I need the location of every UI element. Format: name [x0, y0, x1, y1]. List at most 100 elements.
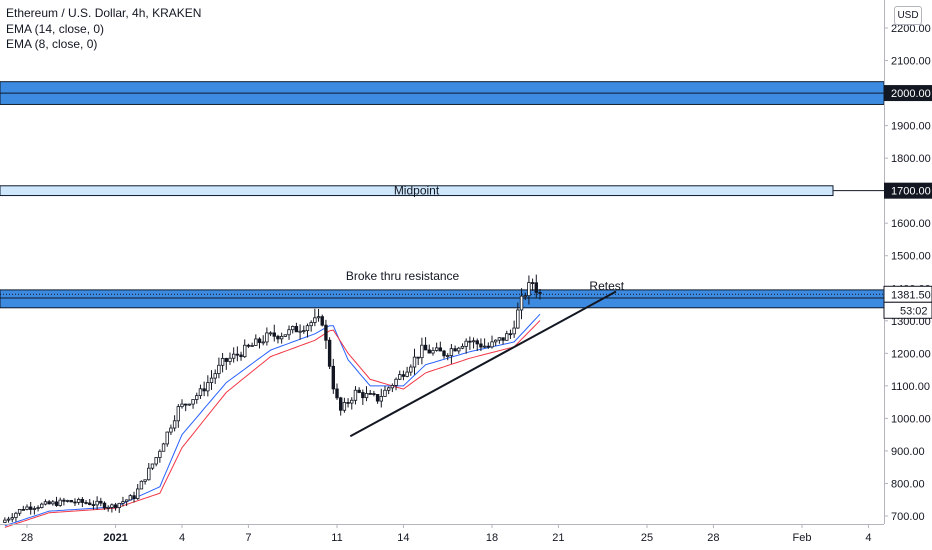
candle-body	[161, 443, 166, 452]
ema14-legend[interactable]: EMA (14, close, 0)	[6, 21, 105, 36]
candle-body	[320, 316, 324, 326]
candle-body	[246, 344, 251, 347]
candle-body	[99, 500, 103, 504]
candle-body	[95, 500, 99, 506]
candle-body	[198, 388, 203, 397]
candle-body	[58, 499, 62, 506]
candle-body	[84, 502, 88, 504]
candle-body	[335, 388, 339, 399]
candle-body	[32, 508, 37, 510]
midpoint-badge	[884, 182, 932, 199]
candle-body	[519, 295, 524, 311]
candle-body	[386, 387, 391, 391]
candle-body	[76, 499, 81, 503]
candle-body	[342, 402, 347, 411]
candle-body	[427, 349, 431, 354]
candle-body	[3, 519, 7, 523]
ema14-line	[4, 313, 541, 527]
candle-body	[21, 508, 26, 511]
candle-body	[43, 501, 48, 505]
candle-body	[508, 333, 513, 336]
x-tick-label: 25	[641, 532, 653, 544]
candle-body	[534, 282, 538, 293]
x-tick-label: 7	[245, 532, 251, 544]
candle-body	[353, 389, 358, 401]
candle-body	[231, 353, 236, 359]
annotation-layer: Broke thru resistance Retest	[346, 269, 625, 438]
candle-body	[501, 337, 505, 341]
symbol-title[interactable]: Ethereum / U.S. Dollar, 4h, KRAKEN	[6, 6, 202, 20]
ema8-legend[interactable]: EMA (8, close, 0)	[6, 37, 98, 51]
candle-body	[294, 326, 299, 333]
candle-body	[239, 354, 243, 358]
x-tick-label: 28	[21, 532, 33, 544]
candle-body	[538, 292, 542, 294]
y-tick-label: 800.00	[891, 478, 925, 490]
candle-body	[279, 335, 284, 340]
candle-body	[202, 388, 206, 392]
candle-body	[62, 499, 66, 502]
candle-body	[80, 499, 85, 503]
candle-body	[475, 340, 479, 345]
candle-body	[47, 501, 51, 505]
candle-layer	[3, 274, 542, 524]
candle-body	[88, 502, 92, 505]
chart-legend: Ethereum / U.S. Dollar, 4h, KRAKEN EMA (…	[6, 6, 201, 53]
candle-body	[224, 358, 228, 362]
y-tick-label: 1500.00	[891, 251, 931, 263]
midpoint-label: Midpoint	[394, 184, 440, 198]
candle-body	[250, 345, 254, 347]
candle-body	[257, 338, 262, 343]
candle-body	[416, 356, 420, 359]
x-tick-label: 4	[179, 532, 185, 544]
candle-body	[6, 518, 11, 521]
candle-body	[405, 371, 409, 377]
candle-body	[497, 337, 502, 341]
candle-body	[479, 343, 483, 348]
candle-body	[471, 340, 476, 343]
candle-body	[172, 420, 177, 429]
candle-body	[235, 353, 240, 356]
candle-body	[516, 309, 520, 329]
candle-body	[51, 501, 55, 505]
y-tick-label: 1200.00	[891, 348, 931, 360]
x-tick-label: 11	[331, 532, 342, 544]
resistance-2000-badge	[884, 85, 932, 102]
candle-body	[490, 341, 494, 348]
candle-body	[139, 480, 144, 490]
candle-body	[110, 504, 114, 508]
candle-body	[40, 503, 44, 508]
candle-body	[357, 389, 361, 393]
candle-body	[150, 463, 155, 469]
candle-body	[176, 406, 181, 422]
midpoint-badge-label: 1700.00	[891, 186, 931, 198]
candle-body	[143, 479, 147, 482]
candle-body	[305, 325, 310, 332]
candle-body	[91, 504, 96, 506]
candle-body	[482, 345, 487, 348]
last-price-label: 1381.50	[891, 289, 931, 301]
candle-body	[457, 347, 461, 352]
candle-body	[486, 345, 491, 348]
y-tick-label: 700.00	[891, 511, 925, 523]
annotation-text: Retest	[589, 279, 624, 293]
candle-body	[183, 403, 188, 406]
candle-body	[220, 358, 225, 366]
candle-body	[169, 427, 173, 433]
candle-body	[313, 317, 317, 323]
x-tick-label: 28	[707, 532, 719, 544]
candle-body	[102, 502, 107, 509]
candle-body	[375, 394, 380, 402]
candle-body	[316, 316, 321, 319]
candle-body	[394, 378, 398, 386]
candle-body	[25, 506, 29, 510]
y-tick-label: 1300.00	[891, 316, 931, 328]
currency-button[interactable]: USD	[894, 6, 922, 25]
candle-body	[65, 500, 70, 502]
candle-body	[438, 347, 443, 352]
candle-body	[283, 334, 288, 337]
candle-body	[209, 377, 214, 384]
candle-body	[213, 373, 217, 379]
